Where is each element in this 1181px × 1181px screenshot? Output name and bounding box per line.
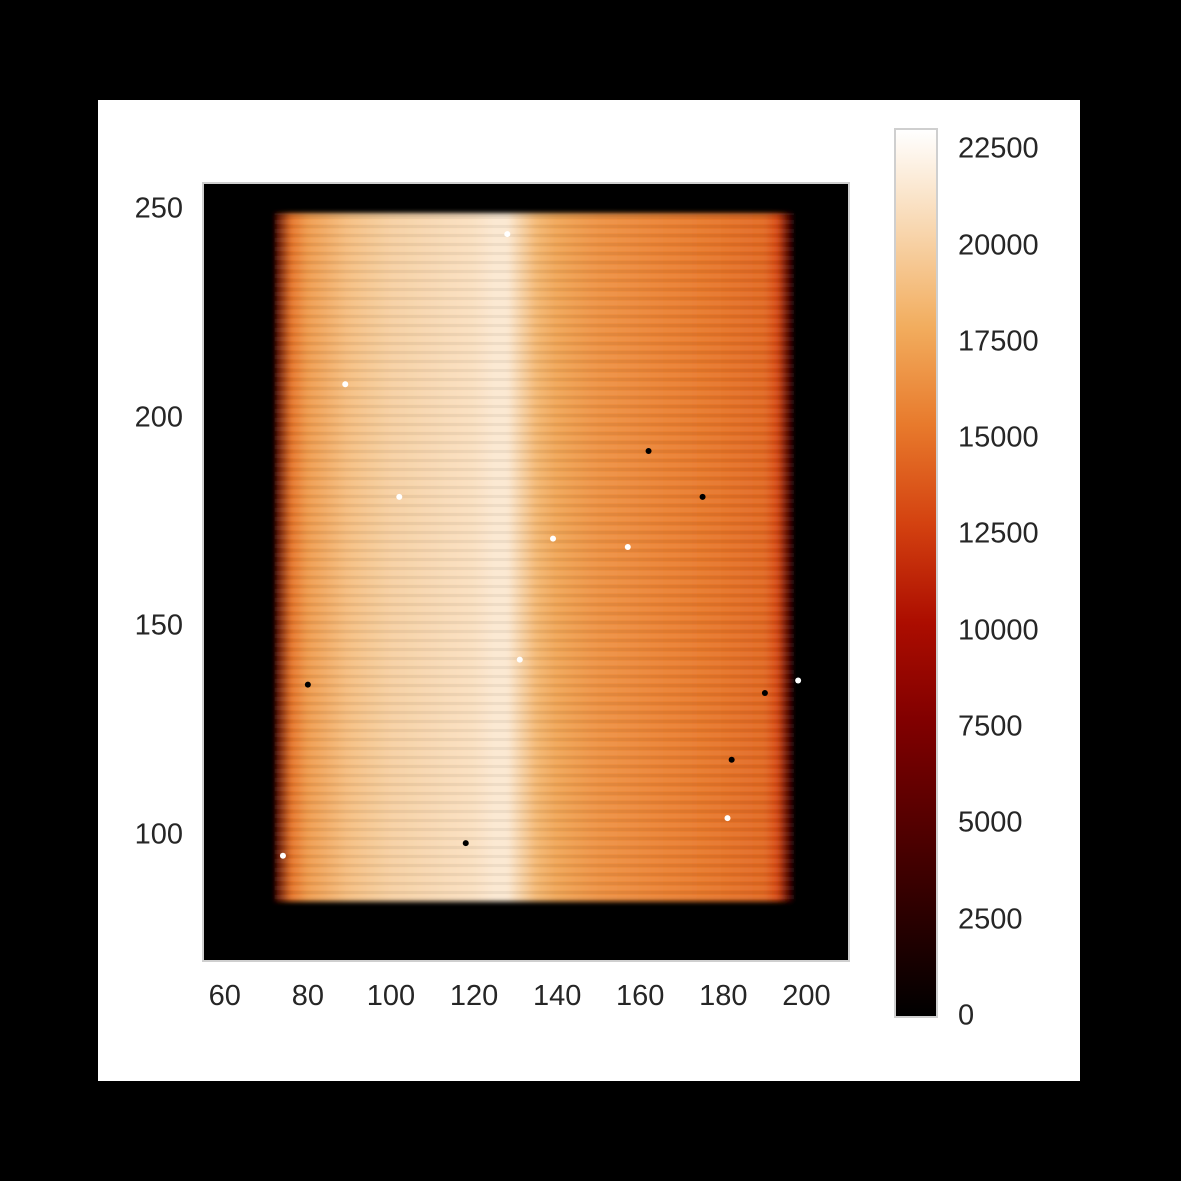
hot-pixel — [396, 493, 403, 500]
colorbar — [894, 128, 938, 1018]
dead-pixel — [761, 689, 768, 696]
x-tick-label: 140 — [532, 980, 582, 1012]
colorbar-tick-label: 5000 — [958, 806, 1023, 839]
x-tick-label: 100 — [366, 980, 416, 1012]
hot-pixel — [516, 656, 523, 663]
colorbar-tick-label: 22500 — [958, 132, 1039, 165]
hot-pixel — [342, 381, 349, 388]
x-tick-label: 120 — [449, 980, 499, 1012]
heatmap-plot-area — [202, 182, 850, 962]
x-tick-label: 180 — [699, 980, 748, 1012]
x-tick-label: 200 — [782, 980, 831, 1012]
y-tick-label: 200 — [134, 401, 183, 434]
hot-pixel — [724, 815, 731, 822]
hot-pixel — [279, 852, 286, 859]
figure: 60 80 100 120 140 160 180 200 100 150 200 250 0 250… — [98, 100, 1080, 1081]
x-tick-label: 80 — [291, 980, 324, 1012]
colorbar-tick-label: 2500 — [958, 903, 1023, 936]
dead-pixel — [699, 493, 706, 500]
colorbar-tick-label: 7500 — [958, 710, 1023, 743]
y-tick-label: 250 — [134, 192, 183, 225]
x-tick-label: 60 — [208, 980, 241, 1012]
colorbar-tick-label: 10000 — [958, 614, 1039, 647]
colorbar-tick-label: 12500 — [958, 517, 1039, 550]
colorbar-tick-label: 0 — [958, 999, 975, 1032]
x-tick-label: 160 — [616, 980, 665, 1012]
hot-pixel — [795, 677, 802, 684]
dead-pixel — [259, 881, 266, 888]
y-tick-label: 150 — [134, 609, 183, 642]
hot-pixel — [624, 543, 631, 550]
y-tick-label: 100 — [134, 818, 183, 851]
heatmap-image — [204, 184, 848, 960]
dead-pixel — [645, 448, 652, 455]
colorbar-tick-label: 15000 — [958, 421, 1039, 454]
dead-pixel — [728, 756, 735, 763]
colorbar-tick-label: 20000 — [958, 229, 1039, 262]
hot-pixel — [550, 535, 557, 542]
dead-pixel — [462, 840, 469, 847]
hot-pixel — [504, 231, 511, 238]
dead-pixel — [304, 681, 311, 688]
colorbar-tick-label: 17500 — [958, 325, 1039, 358]
